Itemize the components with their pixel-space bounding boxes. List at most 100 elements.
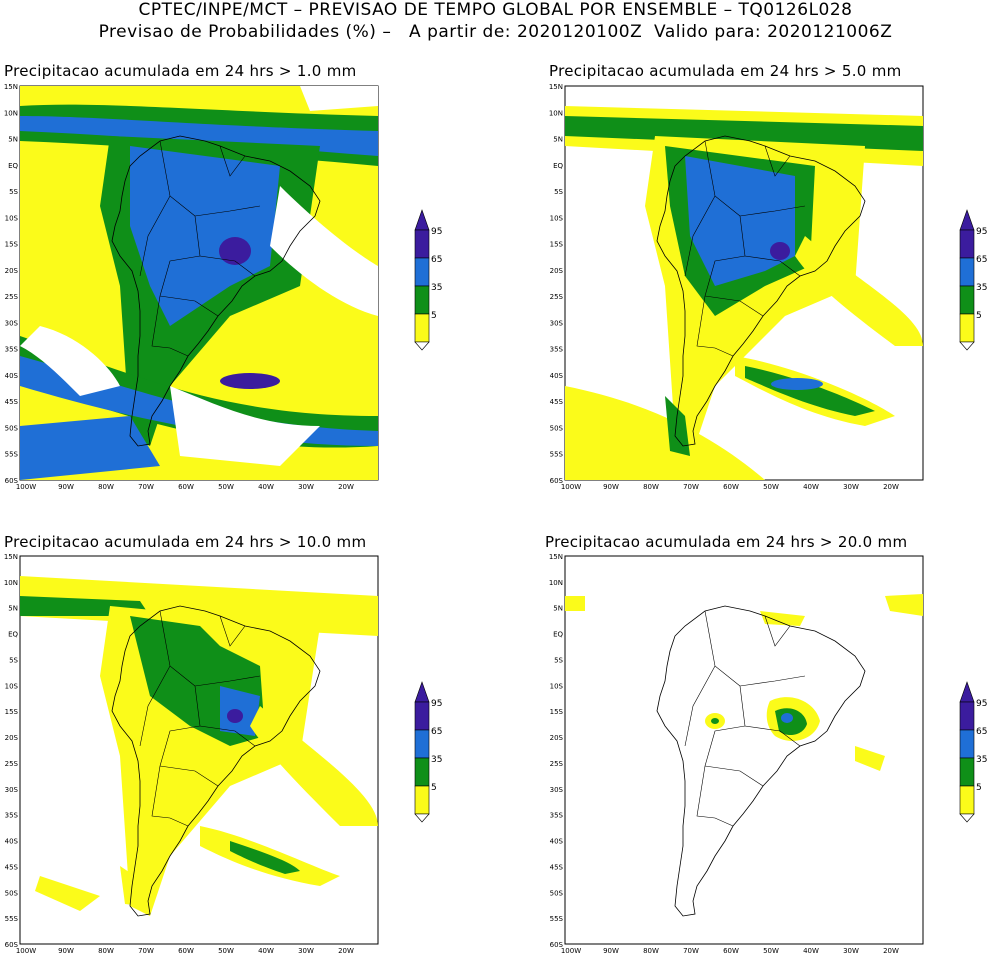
lat-tick-label: EQ [8,631,18,639]
lat-tick-label: 5N [8,605,18,613]
lat-tick-label: 40S [5,838,19,846]
lat-tick-label: 60S [550,477,564,485]
lat-tick-label: 50S [550,889,564,897]
lat-tick-label: 40S [550,372,564,380]
lat-tick-label: 15S [5,241,19,249]
colorbar-label: 65 [431,255,442,265]
colorbar-label: 65 [976,255,987,265]
panel-title-20mm: Precipitacao acumulada em 24 hrs > 20.0 … [545,533,908,551]
lon-tick-label: 70W [138,947,154,955]
lat-tick-label: 25S [5,760,19,768]
lon-tick-label: 80W [98,483,114,491]
lat-tick-label: 35S [550,346,564,354]
lon-tick-label: 100W [561,483,581,491]
lat-tick-label: 15N [4,83,18,91]
colorbar-label: 95 [431,699,442,709]
lat-tick-label: 10S [550,214,564,222]
lat-tick-label: 35S [5,812,19,820]
lat-tick-label: 15S [550,241,564,249]
lat-tick-label: 25S [5,293,19,301]
lon-tick-label: 100W [16,947,36,955]
lat-tick-label: 10S [5,682,19,690]
lat-tick-label: 30S [550,786,564,794]
lon-tick-label: 70W [138,483,154,491]
colorbar [414,681,430,823]
lon-tick-label: 30W [843,947,859,955]
main-title-line2: Previsao de Probabilidades (%) – A parti… [98,22,893,42]
lat-tick-label: 30S [5,786,19,794]
lat-tick-label: 10N [549,579,563,587]
lon-tick-label: 60W [723,947,739,955]
lat-tick-label: 50S [5,424,19,432]
lon-tick-label: 90W [58,947,74,955]
colorbar-label: 35 [431,283,442,293]
lon-tick-label: 20W [338,483,354,491]
colorbar-label: 95 [431,227,442,237]
lat-tick-label: 45S [550,863,564,871]
lon-tick-label: 80W [98,947,114,955]
panel-title-10mm: Precipitacao acumulada em 24 hrs > 10.0 … [4,533,367,551]
lat-tick-label: 60S [5,941,19,949]
colorbar-label: 95 [976,227,987,237]
lat-tick-label: 5N [8,136,18,144]
colorbar-label: 5 [976,311,982,321]
map-panel-5mm [564,85,924,481]
lat-tick-label: 35S [550,812,564,820]
colorbar-label: 5 [976,783,982,793]
lon-tick-label: 80W [643,947,659,955]
lat-tick-label: 25S [550,760,564,768]
map-panel-1mm [19,85,379,481]
lat-tick-label: 50S [5,889,19,897]
lon-tick-label: 30W [298,483,314,491]
lat-tick-label: 55S [550,915,564,923]
lat-tick-label: 55S [5,451,19,459]
colorbar-label: 95 [976,699,987,709]
colorbar [959,209,975,351]
lon-tick-label: 60W [178,483,194,491]
lon-tick-label: 40W [258,947,274,955]
lat-tick-label: EQ [8,162,18,170]
lat-tick-label: 10S [550,682,564,690]
lon-tick-label: 50W [218,483,234,491]
lat-tick-label: 5S [9,656,18,664]
lon-tick-label: 70W [683,483,699,491]
lat-tick-label: EQ [553,162,563,170]
lat-tick-label: 5N [553,136,563,144]
lat-tick-label: 55S [550,451,564,459]
lon-tick-label: 60W [723,483,739,491]
lat-tick-label: 5S [554,656,563,664]
lat-tick-label: 15N [549,83,563,91]
lat-tick-label: 10N [4,579,18,587]
lat-tick-label: 35S [5,346,19,354]
lat-tick-label: 20S [5,267,19,275]
lat-tick-label: 5N [553,605,563,613]
lon-tick-label: 40W [803,483,819,491]
lon-tick-label: 70W [683,947,699,955]
colorbar-label: 5 [431,783,437,793]
colorbar-label: 35 [976,283,987,293]
colorbar-label: 5 [431,311,437,321]
lat-tick-label: 50S [550,424,564,432]
colorbar [959,681,975,823]
colorbar-label: 65 [431,727,442,737]
lat-tick-label: 60S [5,477,19,485]
lat-tick-label: 30S [5,319,19,327]
lon-tick-label: 20W [338,947,354,955]
panel-title-1mm: Precipitacao acumulada em 24 hrs > 1.0 m… [4,62,357,80]
lon-tick-label: 50W [763,483,779,491]
lon-tick-label: 100W [561,947,581,955]
lon-tick-label: 30W [298,947,314,955]
lon-tick-label: 40W [803,947,819,955]
lon-tick-label: 60W [178,947,194,955]
colorbar-label: 35 [976,755,987,765]
panel-title-5mm: Precipitacao acumulada em 24 hrs > 5.0 m… [549,62,902,80]
lat-tick-label: 40S [5,372,19,380]
colorbar-label: 35 [431,755,442,765]
lat-tick-label: 20S [550,267,564,275]
lat-tick-label: 25S [550,293,564,301]
lat-tick-label: 10N [549,109,563,117]
lat-tick-label: 15S [5,708,19,716]
lon-tick-label: 30W [843,483,859,491]
lat-tick-label: 10S [5,214,19,222]
